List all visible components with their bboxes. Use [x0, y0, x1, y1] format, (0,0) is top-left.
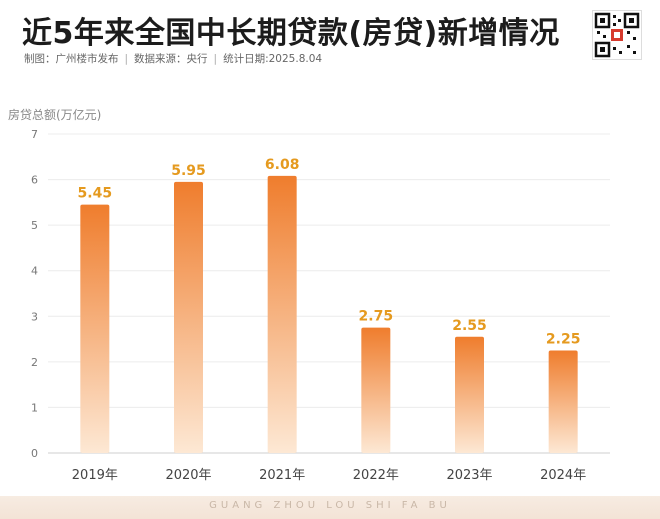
page-title: 近5年来全国中长期贷款(房贷)新增情况	[22, 16, 560, 51]
x-tick-label: 2021年	[259, 468, 305, 483]
bar-value-label: 5.45	[78, 186, 113, 202]
bar-value-label: 6.08	[265, 157, 300, 173]
maker-text: 制图：广州楼市发布	[24, 53, 119, 65]
separator: |	[124, 53, 129, 65]
subtitle-line: 制图：广州楼市发布 | 数据来源：央行 | 统计日期:2025.8.04	[24, 51, 322, 66]
y-axis-label: 房贷总额(万亿元)	[8, 108, 102, 122]
y-tick-label: 3	[31, 310, 38, 323]
x-tick-label: 2022年	[353, 468, 399, 483]
footer-band	[0, 496, 660, 519]
x-tick-label: 2019年	[72, 468, 118, 483]
x-tick-label: 2023年	[446, 468, 492, 483]
bar	[267, 175, 297, 453]
bar-value-label: 2.25	[546, 331, 581, 347]
footer-text: GUANG ZHOU LOU SHI FA BU	[209, 500, 451, 511]
y-tick-label: 2	[31, 356, 38, 369]
bar	[548, 350, 578, 453]
qr-code-icon	[592, 10, 642, 60]
y-tick-label: 4	[31, 265, 38, 278]
y-tick-label: 5	[31, 219, 38, 232]
x-tick-label: 2024年	[540, 468, 586, 483]
date-text: 统计日期:2025.8.04	[223, 53, 323, 65]
x-tick-label: 2020年	[165, 468, 211, 483]
source-text: 数据来源：央行	[134, 53, 208, 65]
bar-value-label: 2.75	[359, 309, 394, 325]
bar	[80, 204, 110, 453]
y-tick-label: 1	[31, 401, 38, 414]
y-tick-label: 0	[31, 447, 38, 460]
y-tick-label: 7	[31, 128, 38, 141]
bar-chart: 0 1 2 3 4 5 6 7 5.45 2019年 5.95 2020年 6.08 2021年 2.75…	[31, 128, 610, 483]
bar	[174, 181, 203, 453]
bar	[361, 327, 391, 453]
bar	[455, 336, 484, 453]
y-tick-label: 6	[31, 174, 38, 187]
separator: |	[213, 53, 218, 65]
bar-value-label: 2.55	[452, 318, 487, 334]
header: 近5年来全国中长期贷款(房贷)新增情况 制图：广州楼市发布 | 数据来源：央行 | 统计…	[0, 0, 660, 72]
bar-value-label: 5.95	[171, 163, 206, 179]
